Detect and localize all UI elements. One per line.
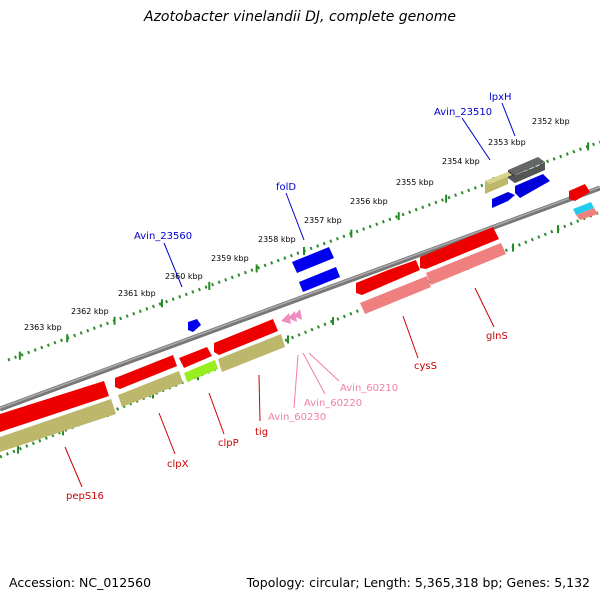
gene-pepS16-lower[interactable] [0,399,116,452]
scale-label: 2363 kbp [24,323,62,332]
scale-label: 2352 kbp [532,117,570,126]
genome-backbone-highlight [0,186,600,409]
genome-backbone [0,185,600,412]
label-clpX[interactable]: clpX [167,459,189,470]
label-lpxH[interactable]: lpxH [489,92,512,103]
label-tig[interactable]: tig [255,427,268,438]
gene-labels: lpxH Avin_23510 folD Avin_23560 glnS cys… [66,92,512,502]
scale-label: 2360 kbp [165,272,203,281]
gene-clpP-lower[interactable] [184,360,218,382]
gene-pink-edge[interactable] [576,208,598,220]
label-Avin_60210[interactable]: Avin_60210 [340,383,398,394]
scale-label: 2362 kbp [71,307,109,316]
label-Avin_23560[interactable]: Avin_23560 [134,231,192,242]
gene-blue-a[interactable] [492,192,515,208]
gene-Avin_60230[interactable] [281,313,291,324]
gene-red-edge[interactable] [569,184,590,201]
scale-label: 2353 kbp [488,138,526,147]
label-pepS16[interactable]: pepS16 [66,491,104,502]
gene-folD[interactable] [292,247,334,273]
gene-lpxH-front [508,162,545,183]
gene-clpX[interactable] [115,355,177,389]
gene-blue-b[interactable] [515,174,550,198]
gene-glnS-lower[interactable] [426,243,506,285]
gene-Avin_60220[interactable] [288,311,297,322]
gene-clpP[interactable] [179,347,212,368]
gene-cysS[interactable] [356,260,420,295]
label-Avin_60230[interactable]: Avin_60230 [268,412,326,423]
scale-label: 2355 kbp [396,178,434,187]
label-glnS[interactable]: glnS [486,331,508,342]
genome-summary-text: Topology: circular; Length: 5,365,318 bp… [246,575,590,590]
gene-cyan-edge[interactable] [573,202,594,215]
gene-Avin_23560[interactable] [188,319,201,332]
gene-folD-2[interactable] [299,267,340,292]
gene-cysS-lower[interactable] [360,276,431,314]
scale-label: 2357 kbp [304,216,342,225]
label-folD[interactable]: folD [276,182,296,193]
gene-glnS[interactable] [420,227,499,269]
label-Avin_23510[interactable]: Avin_23510 [434,107,492,118]
gene-tig[interactable] [214,319,278,355]
scale-label: 2354 kbp [442,157,480,166]
gene-pepS16[interactable] [0,381,109,432]
label-leaders [64,102,516,488]
label-clpP[interactable]: clpP [218,438,239,449]
scale-label: 2359 kbp [211,254,249,263]
scale-label: 2358 kbp [258,235,296,244]
map-title: Azotobacter vinelandii DJ, complete geno… [144,9,456,25]
scale-label: 2356 kbp [350,197,388,206]
gene-clpX-lower[interactable] [118,371,183,407]
label-cysS[interactable]: cysS [414,361,437,372]
gene-tig-lower[interactable] [218,334,285,372]
gene-lpxH[interactable] [508,157,545,175]
accession-text: Accession: NC_012560 [9,575,152,590]
scale-label: 2361 kbp [118,289,156,298]
label-Avin_60220[interactable]: Avin_60220 [304,398,362,409]
reverse-strand-genes [0,227,506,452]
gene-Avin_60210[interactable] [294,309,302,320]
gene-Avin_23510-top [485,172,512,184]
forward-strand-genes [188,157,598,332]
scale-labels: 2352 kbp 2353 kbp 2354 kbp 2355 kbp 2356 kbp… [24,117,570,332]
